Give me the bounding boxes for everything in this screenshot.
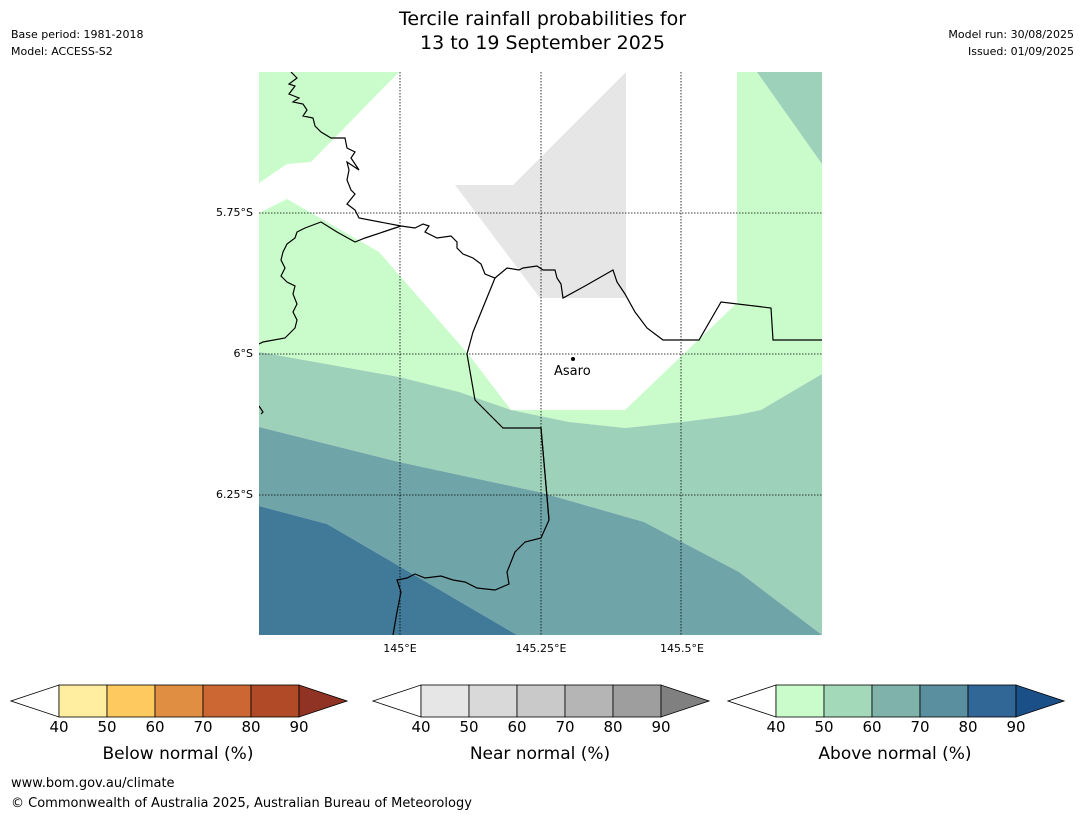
above-normal-swatch-40 [775, 684, 825, 718]
title-line-2: 13 to 19 September 2025 [420, 32, 665, 54]
above-normal-tick-80: 80 [958, 718, 978, 736]
lat-label-6: 6°S [233, 347, 253, 360]
issued-date: Issued: 01/09/2025 [967, 45, 1074, 58]
below-normal-tick-40: 40 [49, 718, 69, 736]
near-normal-label: Near normal (%) [469, 744, 611, 764]
footer-url: www.bom.gov.au/climate [11, 776, 175, 791]
near-normal-swatch-50 [468, 684, 518, 718]
footer-copyright: © Commonwealth of Australia 2025, Austra… [11, 796, 472, 811]
header-right: Model run: 30/08/2025 Issued: 01/09/2025 [948, 26, 1074, 60]
below-normal-tick-60: 60 [145, 718, 165, 736]
below-normal-tick-50: 50 [97, 718, 117, 736]
above-normal-label: Above normal (%) [818, 744, 972, 764]
title-line-1: Tercile rainfall probabilities for [398, 8, 687, 30]
above-normal-50-band [259, 352, 822, 635]
near-normal-swatch-80 [612, 684, 662, 718]
above-normal-70-band [259, 506, 517, 635]
below-normal-swatch-60 [154, 684, 204, 718]
above-normal-tick-70: 70 [910, 718, 930, 736]
lat-label-625: 6.25°S [216, 488, 253, 501]
above-normal-50-topright [757, 72, 822, 164]
below-normal-label: Below normal (%) [102, 744, 254, 764]
asaro-label: Asaro [554, 364, 591, 379]
lat-label-575: 5.75°S [216, 206, 253, 219]
above-normal-tick-40: 40 [766, 718, 786, 736]
below-normal-swatch-70 [202, 684, 252, 718]
model-name: Model: ACCESS-S2 [11, 45, 113, 58]
near-normal-40-region [455, 72, 626, 298]
below-normal-colorbar [10, 684, 348, 718]
lon-label-145: 145°E [383, 642, 417, 655]
above-normal-swatch-60 [871, 684, 921, 718]
above-normal-tick-90: 90 [1006, 718, 1026, 736]
above-normal-40-topleft [259, 72, 399, 183]
header-left: Base period: 1981-2018 Model: ACCESS-S2 [11, 26, 143, 60]
above-normal-swatch-70 [919, 684, 969, 718]
borders [259, 72, 822, 635]
below-normal-extend-high [298, 684, 348, 718]
below-normal-swatch-40 [58, 684, 108, 718]
map-title: Tercile rainfall probabilities for 13 to… [0, 7, 1085, 55]
below-normal-tick-80: 80 [241, 718, 261, 736]
base-period: Base period: 1981-2018 [11, 28, 144, 41]
near-normal-swatch-70 [564, 684, 614, 718]
above-normal-40-left [259, 199, 822, 428]
above-normal-extend-low [727, 684, 777, 718]
asaro-marker [571, 357, 575, 361]
model-run: Model run: 30/08/2025 [948, 28, 1074, 41]
near-normal-tick-60: 60 [507, 718, 527, 736]
near-normal-colorbar [372, 684, 710, 718]
near-normal-extend-low [372, 684, 422, 718]
above-normal-extend-high [1015, 684, 1065, 718]
above-normal-tick-50: 50 [814, 718, 834, 736]
below-normal-swatch-50 [106, 684, 156, 718]
below-normal-swatch-80 [250, 684, 300, 718]
above-normal-swatch-80 [967, 684, 1017, 718]
above-normal-tick-60: 60 [862, 718, 882, 736]
below-normal-tick-70: 70 [193, 718, 213, 736]
probability-map [259, 72, 822, 635]
near-normal-swatch-40 [420, 684, 470, 718]
below-normal-extend-low [10, 684, 60, 718]
near-normal-tick-90: 90 [651, 718, 671, 736]
lon-label-1455: 145.5°E [660, 642, 704, 655]
near-normal-tick-40: 40 [411, 718, 431, 736]
near-normal-swatch-60 [516, 684, 566, 718]
lon-label-14525: 145.25°E [515, 642, 567, 655]
above-normal-40-right [737, 72, 822, 374]
near-normal-tick-50: 50 [459, 718, 479, 736]
below-normal-tick-90: 90 [289, 718, 309, 736]
gridlines [259, 72, 822, 635]
near-normal-extend-high [660, 684, 710, 718]
near-normal-tick-70: 70 [555, 718, 575, 736]
above-normal-colorbar [727, 684, 1065, 718]
above-normal-swatch-50 [823, 684, 873, 718]
near-normal-tick-80: 80 [603, 718, 623, 736]
